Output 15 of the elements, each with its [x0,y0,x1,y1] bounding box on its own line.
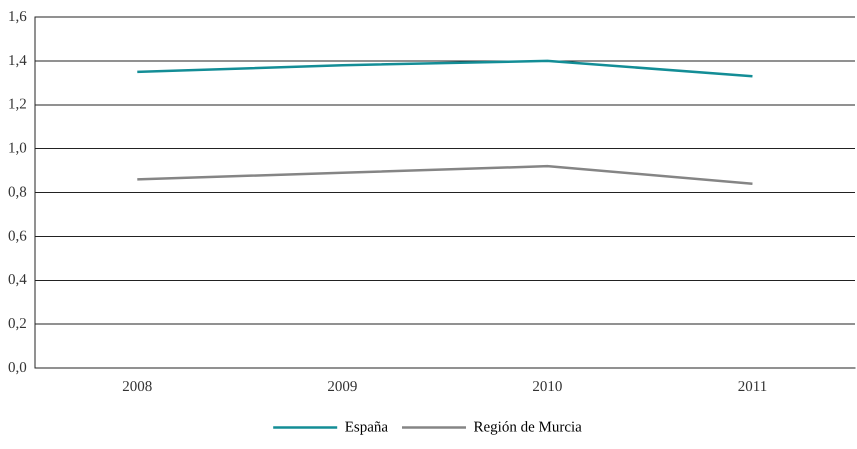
y-tick-label: 0,8 [8,184,27,200]
y-tick-label: 1,0 [8,140,27,157]
x-tick-label: 2010 [532,378,562,395]
y-tick-label: 0,2 [8,316,27,332]
x-tick-label: 2009 [327,378,358,395]
y-tick-label: 0,0 [8,360,27,376]
y-tick-label: 0,6 [8,228,28,244]
y-tick-label: 1,2 [8,96,27,113]
x-tick-label: 2011 [738,378,768,395]
y-tick-label: 1,6 [8,8,28,25]
y-tick-label: 1,4 [8,52,28,69]
y-tick-label: 0,4 [8,272,28,288]
x-tick-label: 2008 [122,378,152,395]
legend-label: España [344,419,388,436]
legend-label: Región de Murcia [474,419,582,436]
